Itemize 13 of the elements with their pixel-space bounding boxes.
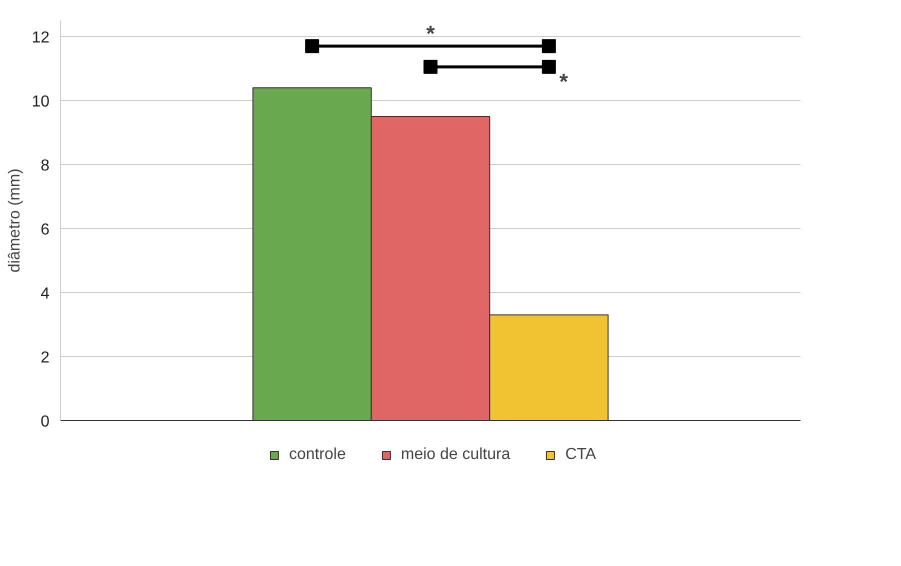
y-tick-label: 0 [40,414,50,430]
legend-label: controle [288,446,346,464]
annotation: * [559,68,568,94]
annotation: * [426,20,436,46]
y-tick-label: 8 [40,158,50,174]
y-tick-label: 12 [32,30,50,46]
y-tick-label: 4 [40,286,50,302]
y-tick-label: 2 [40,350,50,366]
legend-label: CTA [565,446,596,464]
y-tick-label: 6 [40,222,50,238]
legend-label: meio de cultura [400,446,510,464]
y-axis-title: diâmetro (mm) [6,168,24,273]
y-tick-label: 10 [32,94,50,110]
